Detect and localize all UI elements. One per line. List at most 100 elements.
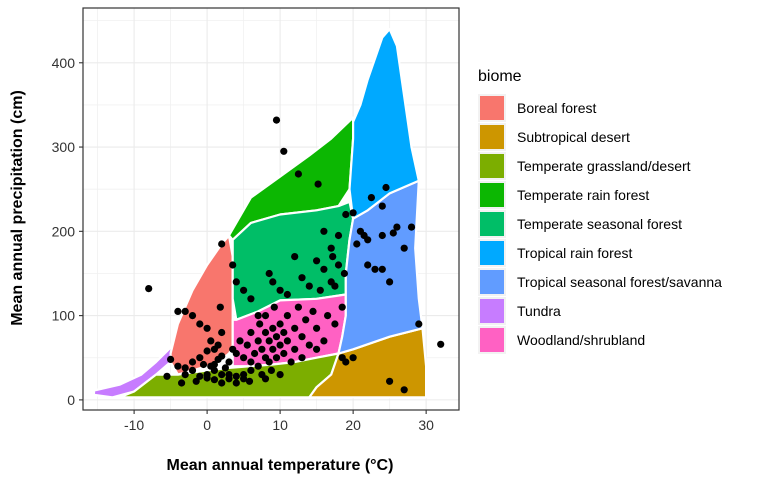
y-tick-label: 0 [67,392,75,408]
region-tropical-rain-forest [348,28,420,220]
scatter-point [437,340,445,348]
scatter-point [316,286,324,294]
scatter-point [261,375,270,383]
scatter-point [367,194,375,202]
scatter-point [240,286,248,294]
x-tick-label: -10 [124,417,144,433]
scatter-point [188,358,197,366]
legend-swatch [480,96,504,120]
legend-swatch [480,270,504,294]
legend-swatch [480,125,504,149]
scatter-point [261,328,270,337]
legend-swatch [480,328,504,352]
scatter-point [324,312,332,320]
scatter-point [163,372,171,380]
scatter-point [338,354,346,362]
scatter-point [327,244,335,252]
scatter-point [334,261,343,269]
scatter-point [261,312,270,320]
scatter-point [334,231,343,240]
scatter-point [302,316,310,324]
scatter-point [287,358,295,366]
scatter-point [386,377,394,385]
scatter-point [378,202,386,210]
scatter-point [203,371,211,379]
scatter-point [203,347,211,355]
scatter-point [313,345,321,353]
scatter-point [294,303,302,311]
scatter-point [218,240,226,248]
y-axis-ticks: 0 100 200 300 400 [52,55,83,408]
scatter-point [393,223,401,231]
scatter-point [210,376,218,384]
scatter-point [314,180,322,188]
scatter-point [196,354,204,362]
scatter-point [210,360,218,369]
legend-swatch [480,299,504,323]
scatter-point [280,147,288,155]
scatter-point [247,366,255,374]
legend-label: Boreal forest [517,100,596,116]
scatter-point [382,183,390,192]
scatter-point [267,366,275,374]
scatter-point [174,362,182,370]
y-tick-label: 200 [52,223,76,239]
scatter-point [243,341,251,349]
scatter-point [225,358,233,366]
legend-swatch [480,154,504,178]
scatter-point [236,337,244,345]
scatter-point [145,285,153,293]
scatter-point [313,324,321,332]
scatter-point [240,375,248,383]
scatter-point [309,307,317,315]
scatter-point [247,358,255,366]
scatter-point [270,303,278,311]
scatter-point [199,360,208,369]
scatter-point [276,286,284,294]
scatter-point [203,324,211,332]
scatter-point [269,345,277,353]
scatter-point [232,379,240,387]
y-tick-label: 100 [52,308,76,324]
scatter-point [280,349,288,358]
scatter-point [188,366,197,374]
scatter-point [232,278,240,286]
scatter-point [291,345,299,353]
scatter-point [254,312,262,320]
scatter-point [216,303,224,311]
scatter-point [340,269,348,278]
scatter-point [265,358,273,366]
scatter-point [174,307,182,315]
legend-label: Tropical rain forest [517,245,633,261]
scatter-point [218,328,226,337]
scatter-point [305,341,313,349]
scatter-point [258,345,266,353]
scatter-point [247,328,255,337]
scatter-point [245,377,254,385]
scatter-point [207,337,215,345]
x-axis-ticks: -10 0 10 20 30 [124,410,434,433]
scatter-point [378,231,386,240]
legend-label: Temperate seasonal forest [517,216,682,232]
scatter-point [378,265,386,273]
scatter-point [400,386,408,394]
legend: biome Boreal forest Subtropical desert Tem… [478,68,722,354]
scatter-point [283,337,291,345]
scatter-point [283,312,291,320]
scatter-point [181,371,189,379]
scatter-point [218,352,226,360]
legend-title: biome [478,68,522,85]
scatter-point [291,324,299,332]
scatter-point [320,337,328,345]
scatter-point [386,278,394,286]
legend-swatch [480,212,504,236]
scatter-point [371,265,379,273]
legend-swatch [480,183,504,207]
scatter-point [329,253,337,261]
scatter-point [298,354,306,362]
scatter-point [254,337,262,345]
scatter-point [272,333,281,341]
data-points [145,116,445,394]
scatter-point [178,379,186,387]
